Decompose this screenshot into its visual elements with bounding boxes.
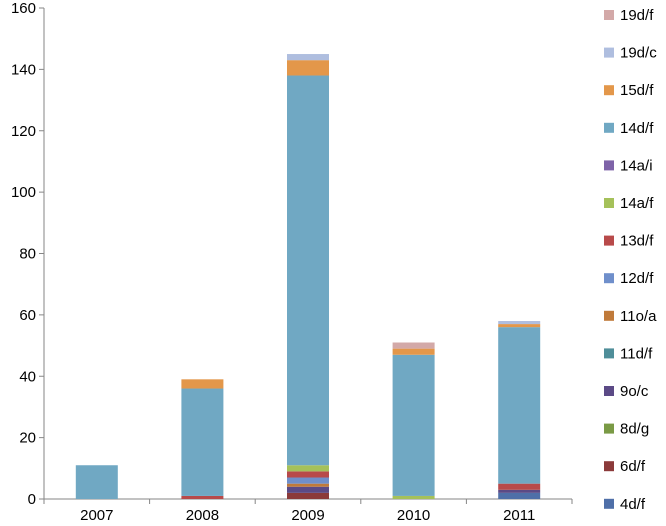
bar-segment: [392, 354, 435, 496]
legend-label: 15d/f: [620, 82, 654, 99]
legend-label: 8d/g: [620, 421, 649, 438]
y-tick-label: 60: [19, 307, 36, 324]
x-tick-label: 2009: [291, 507, 324, 524]
bar-segment: [287, 477, 329, 484]
legend-swatch: [604, 85, 614, 96]
bar-segment: [392, 348, 435, 355]
legend-swatch: [604, 348, 614, 359]
bar-segment: [498, 327, 541, 484]
legend-swatch: [604, 423, 614, 434]
legend-swatch: [604, 10, 614, 20]
bar-segment: [392, 495, 435, 499]
legend-swatch: [604, 47, 614, 58]
y-tick-label: 80: [19, 246, 36, 263]
x-tick-label: 2007: [80, 507, 113, 524]
bar-segment: [392, 342, 435, 349]
chart-legend: 19d/f 19d/c 15d/f 14d/f 14a/i 14a/f 13d/f 12d/f…: [604, 7, 657, 513]
bar-segment: [287, 471, 329, 478]
y-tick-label: 160: [11, 0, 36, 17]
bar-segment: [287, 492, 329, 499]
x-tick-label: 2008: [186, 507, 219, 524]
chart-bars: [75, 54, 541, 499]
legend-label: 13d/f: [620, 233, 654, 250]
bar-segment: [287, 54, 329, 61]
bar-segment: [287, 486, 329, 493]
bar-segment: [287, 465, 329, 472]
legend-swatch: [604, 461, 614, 472]
bar-segment: [498, 321, 541, 325]
y-tick-label: 20: [19, 430, 36, 447]
legend-label: 11d/f: [620, 345, 653, 362]
bar-segment: [498, 324, 541, 328]
legend-swatch: [604, 498, 614, 509]
legend-label: 4d/f: [620, 496, 646, 513]
legend-label: 19d/c: [620, 45, 657, 62]
legend-label: 19d/f: [620, 7, 654, 24]
bar-segment: [181, 379, 224, 389]
legend-label: 14d/f: [620, 120, 654, 137]
bar-segment: [75, 465, 118, 499]
y-tick-label: 0: [28, 491, 36, 508]
bar-segment: [181, 388, 224, 496]
legend-swatch: [604, 273, 614, 284]
legend-label: 11o/a: [620, 308, 657, 325]
legend-label: 12d/f: [620, 270, 654, 287]
legend-swatch: [604, 386, 614, 396]
bar-segment: [498, 492, 541, 499]
bar-segment: [181, 495, 224, 499]
legend-label: 14a/i: [620, 157, 653, 174]
y-tick-label: 140: [11, 61, 36, 78]
y-tick-label: 40: [19, 368, 36, 385]
bar-segment: [287, 483, 329, 487]
bar-segment: [287, 75, 329, 466]
y-axis-ticks: 0 20 40 60 80 100 120 140 160: [11, 0, 44, 508]
legend-label: 6d/f: [620, 458, 646, 475]
legend-swatch: [604, 198, 614, 208]
x-tick-label: 2010: [397, 507, 430, 524]
y-tick-label: 100: [11, 184, 36, 201]
legend-swatch: [604, 235, 614, 246]
x-axis-ticks: 2007 2008 2009 2010 2011: [43, 499, 573, 524]
legend-swatch: [604, 310, 614, 321]
legend-label: 9o/c: [620, 383, 649, 400]
x-tick-label: 2011: [503, 507, 535, 524]
legend-swatch: [604, 160, 614, 171]
y-tick-label: 120: [11, 123, 36, 140]
legend-swatch: [604, 122, 614, 133]
bar-segment: [498, 483, 541, 490]
bar-segment: [287, 60, 329, 76]
bar-segment: [498, 489, 541, 493]
legend-label: 14a/f: [620, 195, 654, 212]
